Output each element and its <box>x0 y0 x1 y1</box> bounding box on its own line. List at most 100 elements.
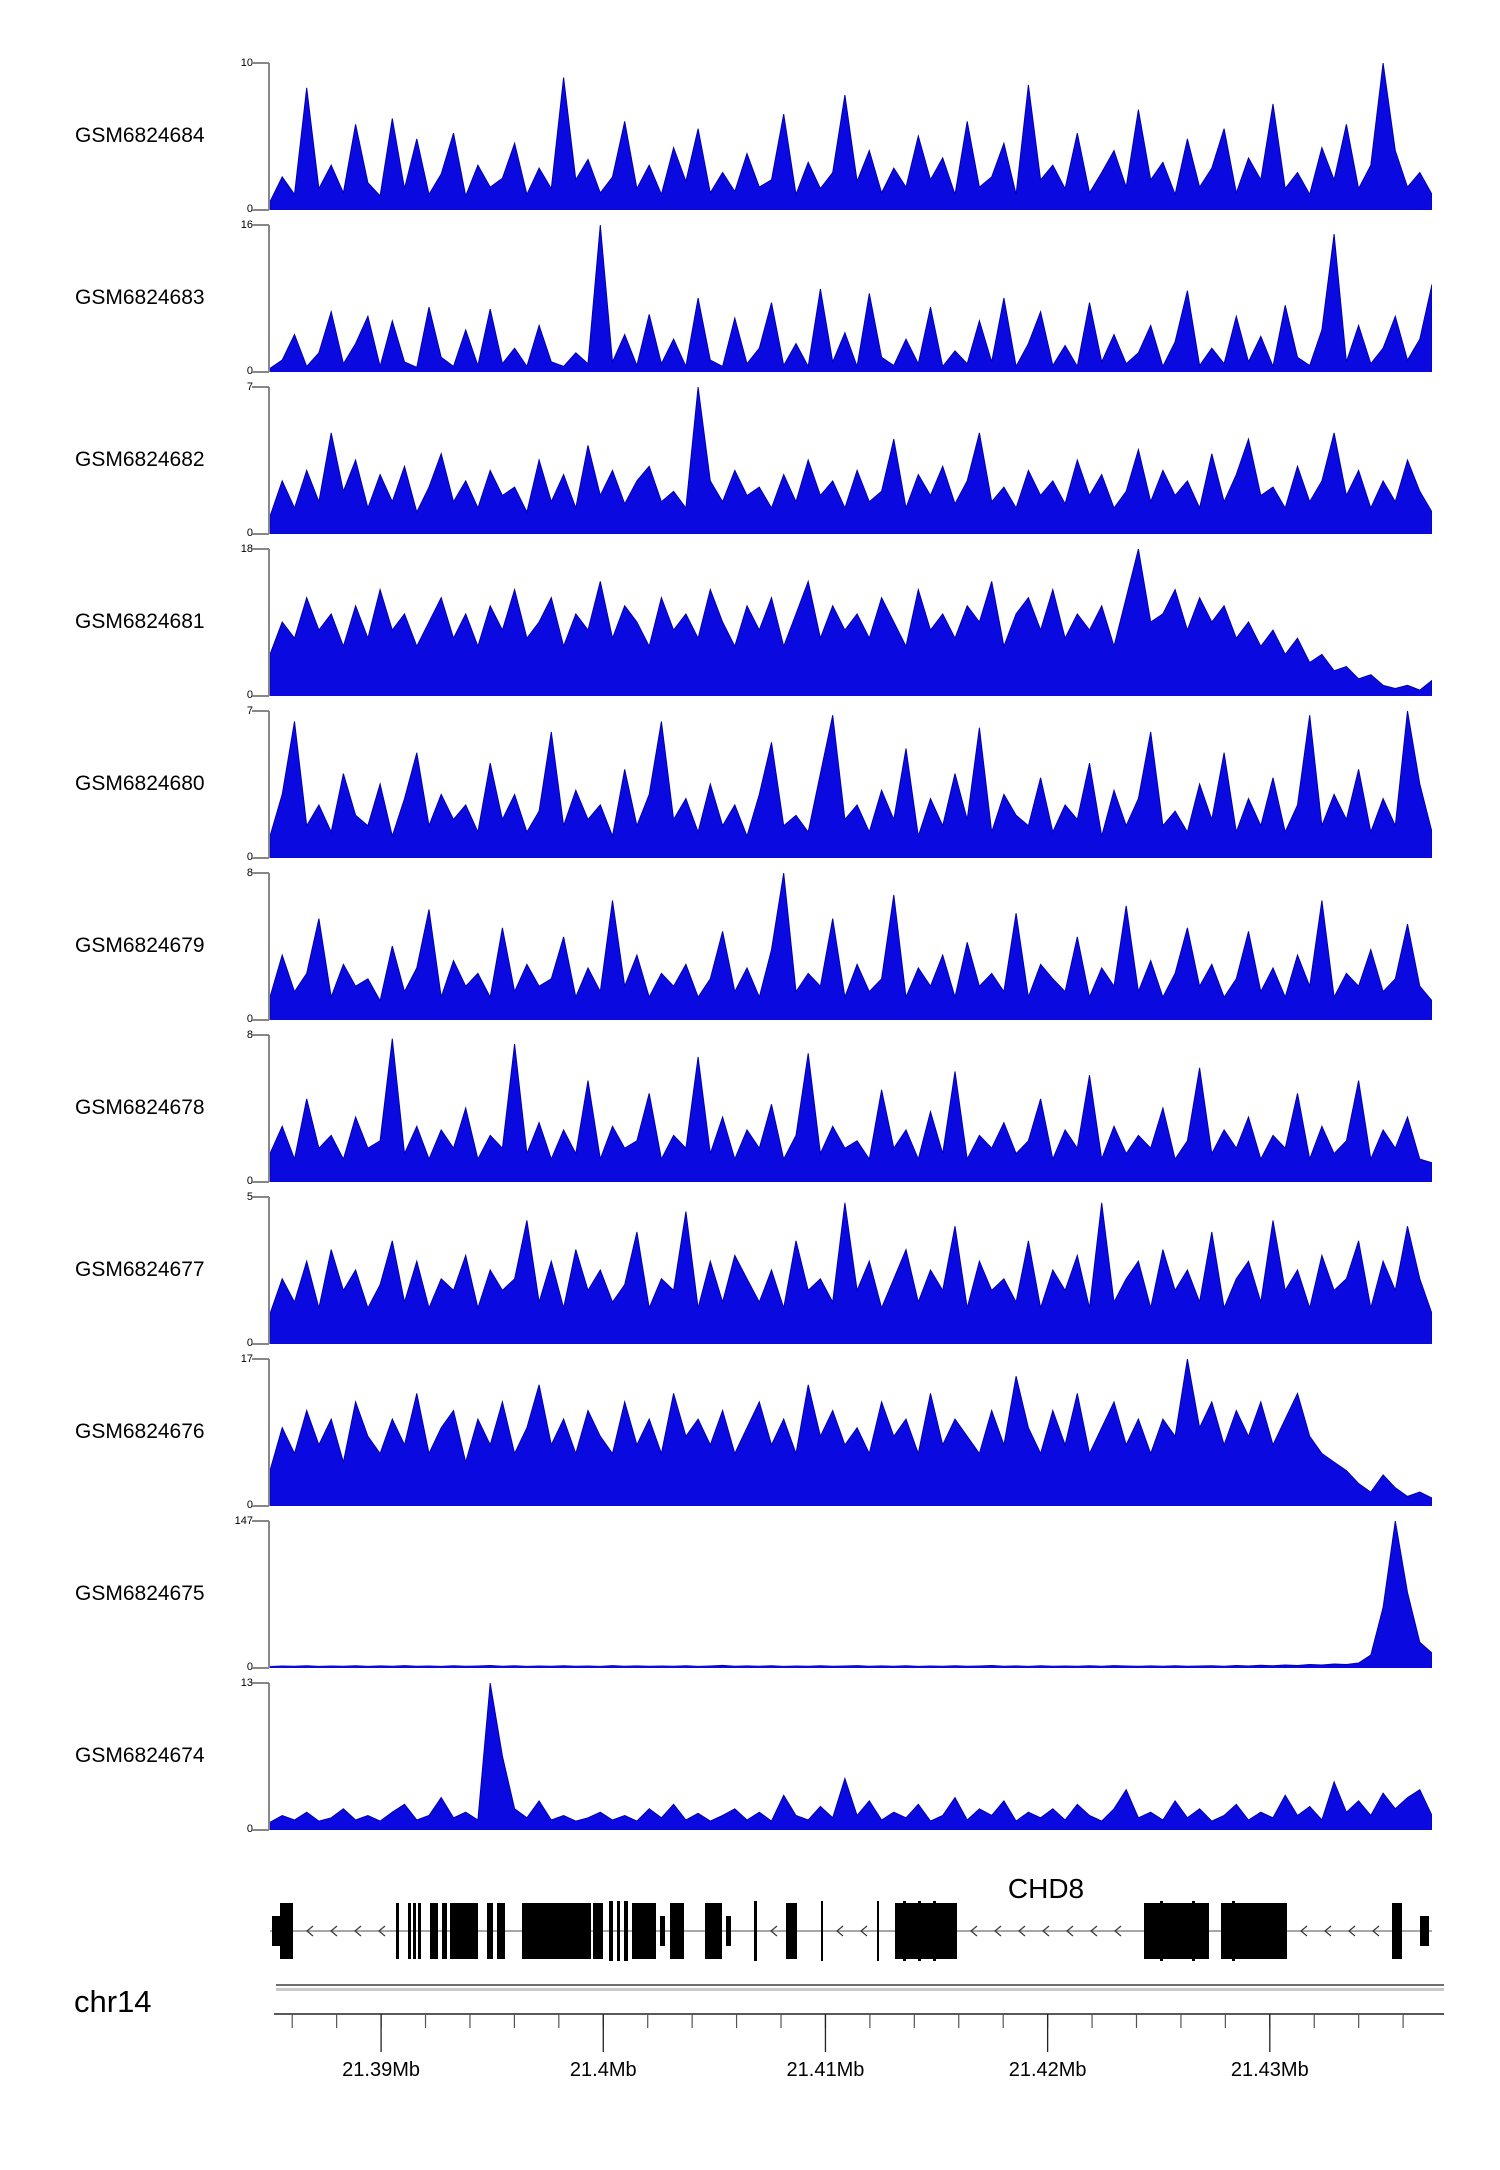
signal-polygon <box>270 873 1432 1020</box>
y-axis-line <box>268 549 270 696</box>
track-ymax-label: 5 <box>246 1191 253 1203</box>
exon-box <box>903 1901 906 1961</box>
strand-arrow-left-icon <box>329 1925 338 1937</box>
track-ymax-label: 10 <box>240 57 253 69</box>
y-axis-zero-tick <box>252 857 269 859</box>
strand-arrow-left-icon <box>1299 1925 1308 1937</box>
signal-area-plot <box>270 1038 1432 1182</box>
y-axis-zero-tick <box>252 1829 269 1831</box>
gene-exons-and-introns <box>270 1901 1432 1961</box>
y-axis-top-tick <box>252 1520 269 1522</box>
signal-area-plot <box>270 1521 1432 1668</box>
y-axis-top-tick <box>252 548 269 550</box>
track-sample-label: GSM6824676 <box>75 1419 205 1443</box>
track-sample-label: GSM6824681 <box>75 609 205 633</box>
track-ymin-label: 0 <box>246 1337 253 1349</box>
exon-box <box>1144 1903 1209 1959</box>
track-sample-label: GSM6824675 <box>75 1581 205 1605</box>
signal-baseline <box>270 1666 1432 1668</box>
ruler-coordinate-label: 21.39Mb <box>342 2059 420 2081</box>
exon-box <box>624 1901 628 1961</box>
strand-arrow-left-icon <box>377 1925 386 1937</box>
track-ymin-label: 0 <box>246 1175 253 1187</box>
track-sample-label: GSM6824680 <box>75 771 205 795</box>
track-ymax-label: 17 <box>240 1353 253 1365</box>
y-axis-zero-tick <box>252 371 269 373</box>
exon-box <box>497 1903 505 1959</box>
exon-box <box>442 1903 447 1959</box>
exon-box <box>1160 1901 1163 1961</box>
signal-polygon <box>270 1683 1432 1830</box>
exon-box <box>1232 1901 1235 1961</box>
y-axis-line <box>268 387 270 534</box>
y-axis-zero-tick <box>252 1343 269 1345</box>
signal-baseline <box>270 1342 1432 1344</box>
exon-box <box>632 1903 656 1959</box>
exon-box <box>522 1903 591 1959</box>
signal-polygon <box>270 1202 1432 1344</box>
exon-box <box>593 1903 603 1959</box>
strand-arrow-left-icon <box>769 1925 778 1937</box>
ruler-coordinate-label: 21.43Mb <box>1231 2059 1309 2081</box>
exon-box <box>660 1916 665 1946</box>
signal-baseline <box>270 1180 1432 1182</box>
y-axis-top-tick <box>252 62 269 64</box>
signal-area-plot <box>270 1202 1432 1344</box>
signal-polygon <box>270 1359 1432 1506</box>
y-axis-zero-tick <box>252 1019 269 1021</box>
strand-arrow-left-icon <box>1113 1925 1122 1937</box>
y-axis-line <box>268 225 270 372</box>
y-axis-top-tick <box>252 1358 269 1360</box>
exon-box <box>1420 1916 1429 1946</box>
track-ymax-label: 7 <box>246 381 253 393</box>
exon-box <box>609 1901 613 1961</box>
strand-arrow-left-icon <box>1041 1925 1050 1937</box>
exon-box <box>418 1903 421 1959</box>
exon-box <box>877 1901 879 1961</box>
signal-polygon <box>270 1038 1432 1182</box>
strand-arrow-left-icon <box>1065 1925 1074 1937</box>
coordinate-ruler: 21.39Mb 21.4Mb 21.41Mb 21.42Mb 21.43Mb <box>274 2013 1444 2081</box>
ruler-coordinate-label: 21.41Mb <box>787 2059 865 2081</box>
signal-area-plot <box>270 225 1432 372</box>
ruler-coordinate-label: 21.4Mb <box>570 2059 637 2081</box>
gene-model: CHD8 <box>270 1873 1432 1961</box>
ruler-tick-labels: 21.39Mb 21.4Mb 21.41Mb 21.42Mb 21.43Mb <box>342 2059 1309 2081</box>
signal-area-plot <box>270 549 1432 696</box>
strand-arrow-left-icon <box>1089 1925 1098 1937</box>
strand-arrow-left-icon <box>835 1925 844 1937</box>
signal-baseline <box>270 856 1432 858</box>
exon-box <box>487 1903 493 1959</box>
signal-area-plot <box>270 873 1432 1020</box>
y-axis-line <box>268 1035 270 1182</box>
track-ymin-label: 0 <box>246 527 253 539</box>
y-axis-zero-tick <box>252 1181 269 1183</box>
strand-arrow-left-icon <box>1371 1925 1380 1937</box>
signal-baseline <box>270 694 1432 696</box>
track-sample-label: GSM6824683 <box>75 285 205 309</box>
signal-baseline <box>270 1018 1432 1020</box>
exon-box <box>933 1901 936 1961</box>
signal-baseline <box>270 1504 1432 1506</box>
signal-area-plot <box>270 1359 1432 1506</box>
exon-box <box>617 1901 620 1961</box>
signal-area-plot <box>270 711 1432 858</box>
signal-polygon <box>270 549 1432 696</box>
strand-arrow-left-icon <box>859 1925 868 1937</box>
y-axis-top-tick <box>252 1682 269 1684</box>
track-ymax-label: 8 <box>246 1029 253 1041</box>
y-axis-line <box>268 1683 270 1830</box>
track-sample-label: GSM6824682 <box>75 447 205 471</box>
exon-box <box>408 1903 411 1959</box>
exon-box <box>821 1901 823 1961</box>
track-ymin-label: 0 <box>246 1499 253 1511</box>
exon-box <box>430 1903 438 1959</box>
y-axis-top-tick <box>252 710 269 712</box>
y-axis-top-tick <box>252 1196 269 1198</box>
y-axis-zero-tick <box>252 1667 269 1669</box>
chromosome-label: chr14 <box>74 1984 152 2019</box>
exon-box <box>450 1903 478 1959</box>
track-ymin-label: 0 <box>246 203 253 215</box>
signal-polygon <box>270 63 1432 210</box>
exon-box <box>1192 1901 1195 1961</box>
